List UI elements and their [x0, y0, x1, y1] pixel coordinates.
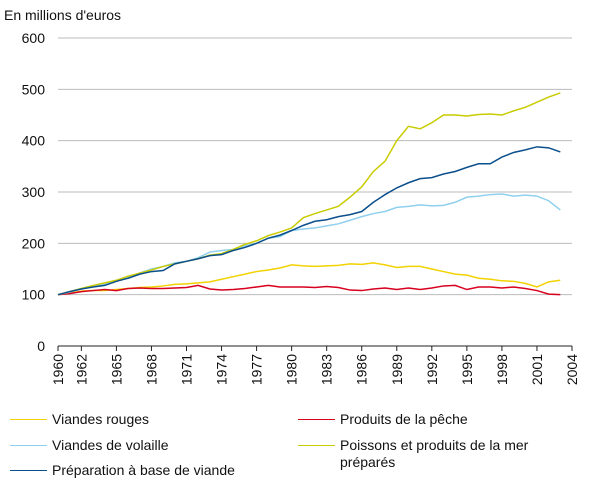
legend-swatch — [10, 445, 47, 446]
x-tick-label: 1965 — [108, 354, 124, 385]
x-tick-label: 1989 — [389, 354, 405, 385]
y-axis-label: En millions d'euros — [4, 7, 121, 23]
x-tick-label: 1995 — [459, 354, 475, 385]
series-line — [57, 146, 561, 296]
series-line — [57, 193, 561, 296]
legend-label: Produits de la pêche — [340, 411, 468, 427]
legend-label: Viandes rouges — [52, 411, 150, 427]
legend-label: Préparation à base de viande — [52, 462, 235, 478]
legend-item: Préparation à base de viande — [10, 462, 297, 479]
x-tick-label: 1977 — [249, 354, 265, 385]
x-tick-label: 1983 — [319, 354, 335, 385]
legend-label: Viandes de volaille — [52, 437, 169, 453]
x-tick-label: 1992 — [424, 354, 440, 385]
legend-label: Poissons et produits de la mer préparés — [340, 437, 529, 470]
legend-item: Poissons et produits de la mer préparés — [298, 437, 585, 471]
legend-item: Produits de la pêche — [298, 411, 585, 428]
legend-swatch — [10, 470, 47, 471]
x-tick-label: 1971 — [179, 354, 195, 385]
x-tick-label: 1968 — [143, 354, 159, 385]
y-tick-label: 600 — [22, 30, 46, 46]
y-tick-label: 400 — [22, 133, 46, 149]
legend-item: Viandes rouges — [10, 411, 297, 428]
x-tick-label: 1998 — [494, 354, 510, 385]
legend-swatch — [10, 419, 47, 420]
x-tick-label: 2001 — [529, 354, 545, 385]
legend-item: Viandes de volaille — [10, 437, 297, 454]
series-line — [57, 262, 561, 296]
x-tick-label: 1962 — [73, 354, 89, 385]
series-line — [57, 284, 561, 296]
y-tick-label: 300 — [22, 184, 46, 200]
y-tick-label: 500 — [22, 81, 46, 97]
x-tick-label: 1980 — [284, 354, 300, 385]
y-tick-label: 200 — [22, 235, 46, 251]
x-tick-label: 1960 — [50, 354, 66, 385]
legend-swatch — [298, 445, 335, 446]
series-line — [57, 92, 561, 296]
y-tick-label: 0 — [37, 338, 45, 354]
x-tick-label: 1974 — [214, 354, 230, 385]
x-tick-label: 2004 — [564, 354, 580, 385]
legend-swatch — [298, 419, 335, 420]
x-tick-label: 1986 — [354, 354, 370, 385]
y-tick-label: 100 — [22, 287, 46, 303]
